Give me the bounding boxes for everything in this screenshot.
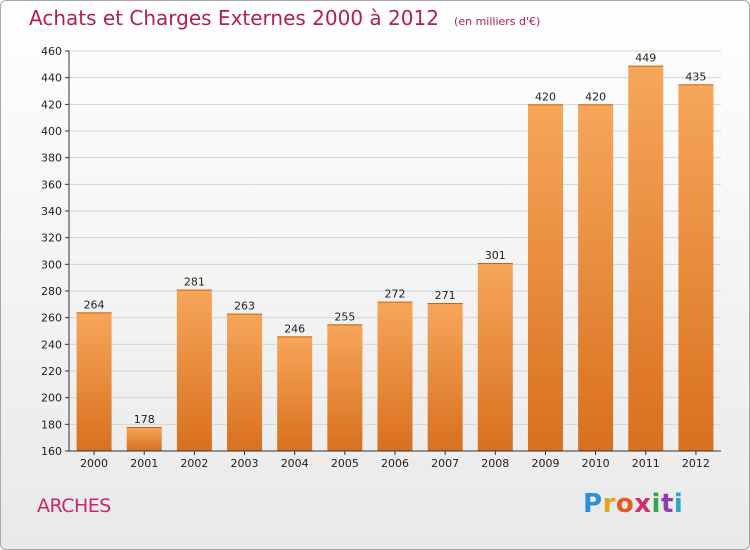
y-tick-label: 360 (41, 178, 62, 191)
proxiti-logo: Proxiti (583, 489, 683, 519)
y-tick-label: 260 (41, 312, 62, 325)
y-tick-label: 160 (41, 445, 62, 458)
y-tick-label: 400 (41, 125, 62, 138)
x-tick-label: 2003 (231, 457, 259, 470)
data-label: 264 (84, 298, 105, 311)
data-label: 301 (485, 249, 506, 262)
y-tick-label: 340 (41, 205, 62, 218)
x-tick-label: 2005 (331, 457, 359, 470)
chart-title: Achats et Charges Externes 2000 à 2012 (29, 6, 439, 30)
title-block: Achats et Charges Externes 2000 à 2012 (… (29, 6, 540, 30)
data-label: 420 (535, 90, 556, 103)
data-label: 271 (435, 289, 456, 302)
x-tick-label: 2011 (632, 457, 660, 470)
bar (678, 84, 714, 451)
y-tick-label: 440 (41, 72, 62, 85)
x-tick-label: 2008 (481, 457, 509, 470)
logo-letter: i (673, 489, 684, 519)
bars (76, 65, 714, 452)
data-label: 435 (685, 70, 706, 83)
bar (327, 324, 363, 451)
y-tick-label: 460 (41, 45, 62, 58)
bar (427, 303, 463, 451)
x-tick-label: 2004 (281, 457, 309, 470)
data-label: 246 (284, 322, 305, 335)
data-label: 255 (334, 310, 355, 323)
x-tick-label: 2002 (180, 457, 208, 470)
data-label: 449 (635, 52, 656, 65)
logo-letter: x (634, 489, 652, 519)
x-tick-label: 2006 (381, 457, 409, 470)
x-tick-label: 2009 (531, 457, 559, 470)
bar (227, 313, 263, 451)
bar (176, 289, 212, 451)
logo-letter: o (615, 489, 635, 519)
y-tick-label: 180 (41, 418, 62, 431)
y-tick-label: 300 (41, 258, 62, 271)
logo-letter: t (660, 489, 674, 519)
x-tick-label: 2007 (431, 457, 459, 470)
data-label: 281 (184, 276, 205, 289)
axes (65, 50, 721, 455)
bar (126, 427, 162, 451)
commune-name: ARCHES (37, 495, 111, 517)
bar (377, 301, 413, 451)
x-tick-label: 2012 (682, 457, 710, 470)
y-tick-label: 200 (41, 392, 62, 405)
logo-letter: r (602, 489, 616, 519)
data-label: 263 (234, 300, 255, 313)
bar (628, 65, 664, 452)
labels: 160 180 200 220 240 260 280 300 320 340 360 380 400 4… (41, 45, 710, 470)
y-tick-label: 380 (41, 152, 62, 165)
data-label: 272 (385, 288, 406, 301)
bar (76, 312, 112, 451)
bar (578, 104, 614, 451)
x-tick-label: 2000 (80, 457, 108, 470)
x-tick-label: 2001 (130, 457, 158, 470)
y-tick-label: 240 (41, 338, 62, 351)
logo-letter: i (651, 489, 661, 519)
y-tick-label: 280 (41, 285, 62, 298)
bar (527, 104, 563, 451)
x-tick-label: 2010 (582, 457, 610, 470)
data-label: 420 (585, 90, 606, 103)
chart-unit: (en milliers d'€) (454, 15, 541, 28)
bar (477, 263, 513, 451)
logo-letter: P (583, 489, 603, 519)
y-tick-label: 220 (41, 365, 62, 378)
y-tick-label: 320 (41, 232, 62, 245)
data-label: 178 (134, 413, 155, 426)
bar (277, 336, 313, 451)
y-tick-label: 420 (41, 98, 62, 111)
